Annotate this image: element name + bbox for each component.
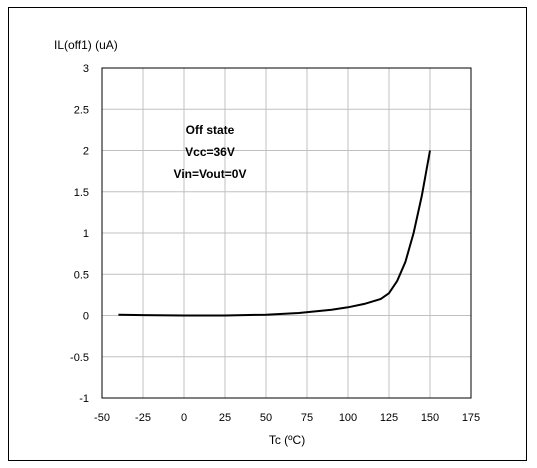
y-tick-label: -1 bbox=[79, 393, 89, 405]
y-tick-label: 0 bbox=[83, 311, 89, 323]
x-tick-label: 150 bbox=[421, 412, 439, 424]
plot-area-border bbox=[101, 67, 472, 399]
y-tick-label: 2.5 bbox=[74, 104, 89, 116]
y-tick-label: -0.5 bbox=[70, 352, 89, 364]
x-tick-label: -50 bbox=[94, 412, 110, 424]
y-tick-label: 3 bbox=[83, 63, 89, 75]
y-axis-label: IL(off1) (uA) bbox=[54, 38, 118, 52]
series-line bbox=[118, 150, 431, 317]
y-tick-label: 0.5 bbox=[74, 269, 89, 281]
y-tick-label: 1.5 bbox=[74, 187, 89, 199]
x-tick-label: 25 bbox=[219, 412, 231, 424]
annotation-line-3: Vin=Vout=0V bbox=[174, 167, 247, 181]
x-tick-label: 100 bbox=[339, 412, 357, 424]
x-tick-label: 50 bbox=[260, 412, 272, 424]
x-tick-labels: -50 -25 0 25 50 75 100 125 150 175 bbox=[94, 412, 480, 424]
condition-annotation: Off state Vcc=36V Vin=Vout=0V bbox=[174, 123, 247, 181]
y-tick-label: 2 bbox=[83, 146, 89, 158]
x-tick-label: 175 bbox=[462, 412, 480, 424]
x-tick-label: 0 bbox=[181, 412, 187, 424]
chart-frame bbox=[8, 7, 527, 461]
grid-lines bbox=[101, 67, 472, 399]
x-axis-label: Tc (ºC) bbox=[269, 433, 305, 447]
y-tick-labels: 3 2.5 2 1.5 1 0.5 0 -0.5 -1 bbox=[70, 63, 89, 405]
annotation-line-1: Off state bbox=[186, 123, 235, 137]
x-tick-label: 75 bbox=[301, 412, 313, 424]
y-tick-label: 1 bbox=[83, 228, 89, 240]
annotation-line-2: Vcc=36V bbox=[185, 145, 235, 159]
x-tick-label: 125 bbox=[380, 412, 398, 424]
x-tick-label: -25 bbox=[135, 412, 151, 424]
